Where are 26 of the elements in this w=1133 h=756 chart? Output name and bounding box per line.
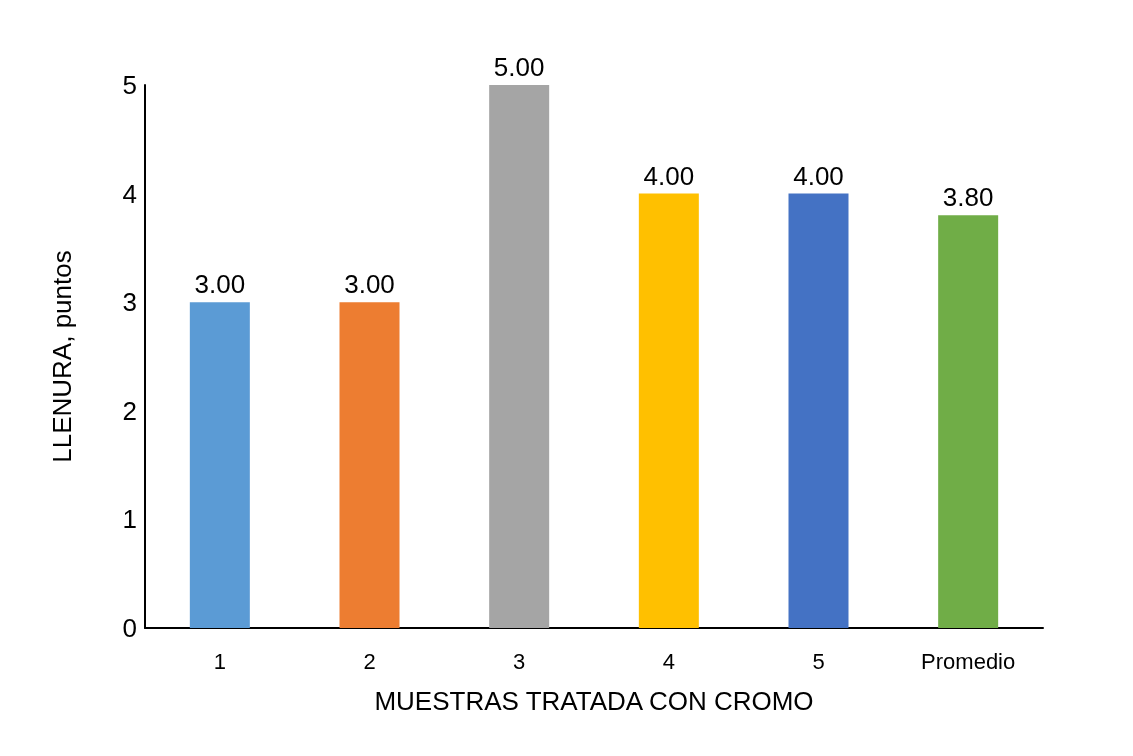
y-tick-label: 4 — [122, 178, 137, 209]
y-tick-label: 3 — [122, 287, 137, 318]
bar — [489, 85, 550, 628]
data-label: 3.80 — [942, 182, 994, 213]
x-axis-title: MUESTRAS TRATADA CON CROMO — [374, 686, 814, 716]
y-tick-label: 5 — [122, 70, 137, 100]
y-tick-label: 2 — [122, 395, 137, 426]
data-label: 3.00 — [194, 269, 246, 300]
bar — [339, 302, 400, 628]
bar — [788, 193, 849, 628]
data-label: 4.00 — [643, 160, 695, 191]
x-tick-label: 3 — [513, 648, 526, 674]
y-tick-label: 0 — [122, 613, 137, 643]
x-tick-label: Promedio — [921, 648, 1016, 674]
y-tick-label: 1 — [122, 504, 137, 535]
data-label: 3.00 — [344, 269, 395, 300]
data-label: 4.00 — [793, 160, 844, 191]
y-axis-title: LLENURA, puntos — [47, 250, 77, 463]
x-tick-label: 2 — [363, 648, 376, 674]
x-tick-label: 1 — [213, 648, 226, 674]
bar — [938, 215, 999, 628]
bar — [638, 193, 699, 628]
x-tick-label: 5 — [812, 648, 825, 674]
x-tick-label: 4 — [662, 648, 675, 674]
data-label: 5.00 — [493, 52, 545, 82]
bar — [189, 302, 250, 628]
